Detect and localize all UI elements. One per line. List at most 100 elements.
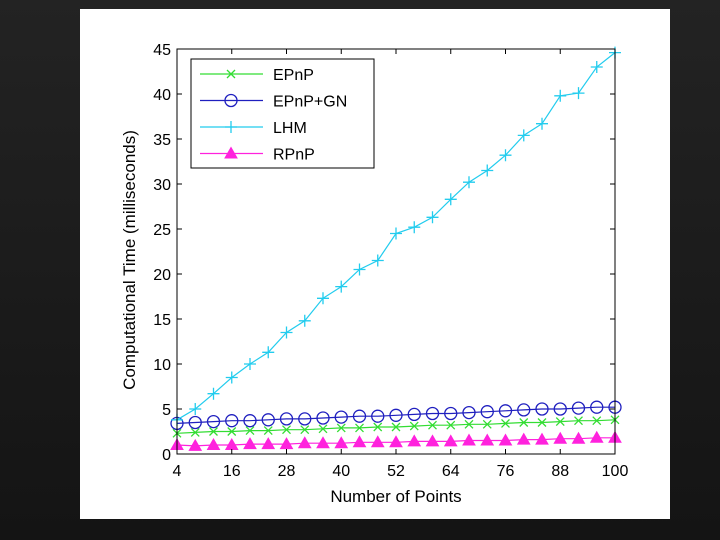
y-tick-label: 45 (153, 42, 171, 59)
data-point (245, 426, 255, 436)
y-tick-label: 30 (153, 177, 171, 194)
data-point (517, 129, 530, 142)
data-point (462, 433, 476, 446)
data-point (334, 410, 348, 424)
data-point (316, 411, 330, 425)
data-point (426, 211, 439, 224)
data-point (188, 415, 202, 430)
y-tick-label: 15 (153, 312, 171, 329)
x-tick-label: 52 (387, 463, 405, 480)
legend-marker (226, 69, 236, 79)
legend-marker (225, 121, 237, 133)
data-point (553, 402, 567, 416)
data-point (317, 292, 329, 305)
data-point (519, 418, 529, 427)
data-point (207, 387, 220, 400)
x-tick-label: 64 (442, 463, 460, 480)
data-point (480, 433, 495, 446)
data-point (370, 435, 385, 448)
data-point (279, 412, 294, 426)
legend-label: RPnP (273, 147, 315, 164)
data-point (408, 221, 421, 234)
data-point (498, 404, 513, 418)
x-tick-label: 40 (332, 463, 350, 480)
data-point (535, 402, 549, 416)
data-point (517, 403, 531, 417)
legend-label: EPnP+GN (273, 94, 347, 111)
data-point (316, 436, 330, 449)
data-point (262, 346, 275, 359)
x-axis-title: Number of Points (330, 487, 461, 506)
legend-box (190, 58, 375, 169)
y-tick-label: 0 (162, 447, 171, 464)
x-tick-label: 4 (173, 463, 182, 480)
data-point (407, 407, 421, 422)
data-point (501, 418, 510, 428)
x-tick-label: 16 (223, 463, 241, 480)
x-tick-label: 88 (551, 463, 569, 480)
data-point (480, 405, 494, 419)
data-point (590, 400, 604, 414)
x-tick-label: 100 (602, 463, 629, 480)
slide-panel: 4 16 28 40 52 64 76 88 100 0 5 10 15 20 25 30 35 40 45 EPn… (80, 9, 670, 519)
legend-entry: EPnP (200, 67, 314, 84)
data-point (425, 406, 440, 421)
data-point (373, 422, 383, 432)
data-point (261, 437, 276, 450)
data-point (555, 417, 565, 427)
data-point (297, 436, 312, 449)
series-epnp-gn (170, 400, 622, 431)
data-point (535, 432, 549, 445)
data-point (371, 254, 384, 267)
data-point (298, 314, 311, 327)
y-tick-label: 40 (153, 87, 171, 104)
data-point (409, 421, 419, 431)
y-axis-title: Computational Time (milliseconds) (120, 130, 139, 390)
chart: 4 16 28 40 52 64 76 88 100 0 5 10 15 20 25 30 35 40 45 EPn… (120, 42, 628, 506)
data-point (227, 427, 237, 436)
data-point (209, 427, 218, 436)
data-point (190, 427, 200, 437)
series-epnp (172, 415, 620, 438)
data-point (444, 406, 458, 421)
data-point (443, 434, 458, 447)
data-point (282, 425, 291, 435)
data-point (516, 432, 531, 445)
data-point (261, 413, 275, 427)
data-point (462, 405, 476, 420)
data-point (352, 409, 367, 423)
data-point (371, 409, 385, 423)
data-point (336, 423, 346, 433)
axes-layer: 4 16 28 40 52 64 76 88 100 0 5 10 15 20 25 30 35 40 45 (153, 42, 628, 480)
data-point (206, 437, 221, 450)
data-point (391, 422, 401, 432)
data-point (537, 418, 547, 427)
series-line (176, 406, 615, 424)
y-tick-label: 35 (153, 132, 171, 149)
y-tick-label: 20 (153, 267, 171, 284)
data-point (571, 431, 586, 444)
data-point (280, 326, 293, 339)
data-point (279, 437, 294, 450)
data-point (571, 401, 586, 415)
data-point (574, 416, 583, 426)
data-point (188, 438, 203, 451)
data-point (335, 280, 348, 293)
legend-marker (224, 146, 238, 159)
data-point (390, 227, 402, 240)
data-point (243, 414, 257, 428)
x-tick-label: 76 (497, 463, 515, 480)
data-point (243, 437, 257, 450)
x-tick-label: 28 (278, 463, 296, 480)
data-point (536, 117, 548, 130)
data-point (206, 414, 221, 429)
data-point (407, 434, 422, 447)
y-tick-label: 5 (162, 402, 171, 419)
data-point (244, 358, 256, 370)
data-point (334, 436, 349, 449)
data-point (425, 434, 440, 447)
data-point (553, 431, 568, 444)
legend-marker (224, 93, 238, 108)
data-point (355, 423, 364, 433)
data-point (300, 425, 310, 435)
